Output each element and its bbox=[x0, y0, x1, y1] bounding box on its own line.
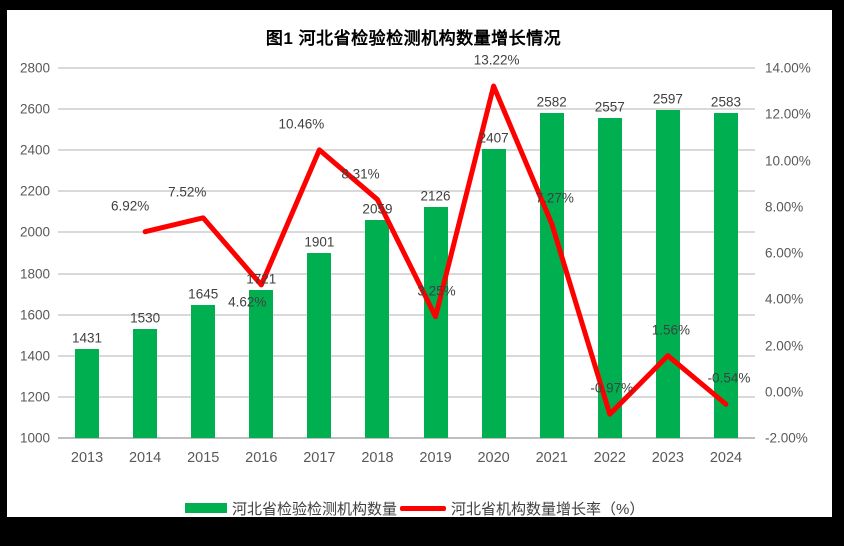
bar bbox=[539, 112, 564, 438]
x-axis-line bbox=[58, 437, 755, 439]
secondary-axis-tick-label: 12.00% bbox=[765, 106, 811, 122]
x-axis-category-label: 2020 bbox=[477, 450, 510, 466]
x-axis-category-label: 2015 bbox=[187, 450, 220, 466]
y-axis-tick-label: 2400 bbox=[19, 142, 50, 158]
bar bbox=[133, 329, 158, 438]
bar-value-label: 1431 bbox=[72, 330, 103, 346]
rate-value-label: 7.27% bbox=[535, 190, 574, 206]
bar bbox=[713, 112, 738, 438]
x-axis-category-label: 2016 bbox=[245, 450, 278, 466]
bar-value-label: 1530 bbox=[130, 310, 161, 326]
secondary-axis-tick-label: 6.00% bbox=[765, 245, 804, 261]
x-axis-category-label: 2014 bbox=[128, 450, 162, 466]
secondary-axis-tick-label: 10.00% bbox=[765, 153, 811, 168]
x-axis-category-label: 2022 bbox=[593, 450, 626, 466]
bar bbox=[191, 305, 216, 438]
rate-value-label: 1.56% bbox=[651, 322, 691, 338]
legend-item-bar-series: 河北省检验检测机构数量 bbox=[185, 498, 397, 519]
bar-value-label: 2059 bbox=[362, 201, 393, 217]
y-axis-tick-label: 2600 bbox=[19, 101, 50, 117]
x-axis-category-label: 2024 bbox=[709, 450, 743, 466]
y-axis-tick-label: 1200 bbox=[19, 389, 50, 405]
secondary-axis-tick-label: 2.00% bbox=[765, 338, 804, 353]
x-axis-category-label: 2017 bbox=[303, 450, 336, 466]
rate-value-label: 10.46% bbox=[278, 116, 325, 132]
gridline bbox=[58, 231, 755, 234]
rate-value-label: 4.62% bbox=[228, 294, 267, 310]
rate-value-label: 8.31% bbox=[341, 166, 380, 182]
rate-value-label: 6.92% bbox=[110, 198, 150, 214]
secondary-axis-tick-label: -2.00% bbox=[765, 430, 808, 446]
x-axis-category-label: 2019 bbox=[419, 450, 452, 466]
gridline bbox=[58, 313, 755, 316]
x-axis-category-label: 2023 bbox=[651, 450, 685, 466]
growth-rate-line bbox=[142, 83, 729, 417]
bar bbox=[249, 289, 274, 438]
bar-value-label: 2597 bbox=[652, 91, 683, 107]
legend-item-line-series: 河北省机构数量增长率（%） bbox=[400, 498, 644, 519]
bar-value-label: 1721 bbox=[246, 271, 277, 287]
secondary-axis-tick-label: 14.00% bbox=[765, 60, 811, 76]
rate-value-label: -0.97% bbox=[590, 380, 634, 396]
y-axis-tick-label: 1000 bbox=[19, 430, 50, 446]
bar bbox=[307, 252, 332, 438]
secondary-axis-tick-label: 4.00% bbox=[765, 291, 804, 307]
y-axis-tick-label: 1600 bbox=[19, 307, 50, 323]
rate-value-label: 7.52% bbox=[168, 184, 207, 200]
bar bbox=[75, 349, 100, 438]
x-axis-category-label: 2018 bbox=[361, 450, 394, 466]
x-axis-category-label: 2013 bbox=[70, 450, 104, 466]
bar-value-label: 1645 bbox=[188, 286, 219, 302]
bar-value-label: 2557 bbox=[594, 99, 625, 115]
rate-value-label: 3.25% bbox=[417, 283, 456, 299]
bar bbox=[423, 206, 448, 438]
gridline bbox=[58, 354, 755, 357]
legend-label-line-series: 河北省机构数量增长率（%） bbox=[451, 500, 645, 518]
bar-value-label: 1901 bbox=[304, 234, 335, 250]
bar-value-label: 2582 bbox=[536, 94, 567, 110]
line-series-swatch-icon bbox=[400, 505, 447, 511]
rate-value-label: -0.54% bbox=[707, 370, 751, 386]
rate-value-label: 13.22% bbox=[473, 52, 520, 68]
bar-value-label: 2126 bbox=[420, 188, 451, 204]
chart-background: 图1 河北省检验检测机构数量增长情况 2800 2600 2400 2200 2000 1… bbox=[7, 10, 832, 519]
secondary-axis-tick-label: 8.00% bbox=[765, 199, 804, 215]
chart-title: 图1 河北省检验检测机构数量增长情况 bbox=[265, 29, 562, 48]
legend-label-bar-series: 河北省检验检测机构数量 bbox=[232, 500, 398, 518]
bar-value-label: 2407 bbox=[478, 130, 509, 146]
bar-series-swatch-icon bbox=[185, 503, 227, 513]
bar-value-label: 2583 bbox=[710, 94, 741, 110]
gridline bbox=[58, 108, 755, 111]
gridline bbox=[58, 190, 755, 193]
x-axis-category-label: 2021 bbox=[535, 450, 568, 466]
bar bbox=[365, 220, 390, 438]
y-axis-tick-label: 2000 bbox=[19, 224, 50, 240]
gridline bbox=[58, 149, 755, 152]
gridline bbox=[58, 67, 755, 69]
y-axis-tick-label: 1400 bbox=[19, 348, 50, 364]
secondary-axis-tick-label: 0.00% bbox=[765, 384, 804, 400]
gridline bbox=[58, 272, 755, 275]
y-axis-tick-label: 2800 bbox=[19, 60, 50, 76]
bar bbox=[655, 109, 680, 438]
legend: 河北省检验检测机构数量 河北省机构数量增长率（%） bbox=[185, 498, 644, 519]
gridline bbox=[58, 395, 755, 398]
y-axis-tick-label: 1800 bbox=[19, 266, 50, 282]
y-axis-tick-label: 2200 bbox=[19, 183, 50, 199]
bar bbox=[481, 148, 506, 438]
